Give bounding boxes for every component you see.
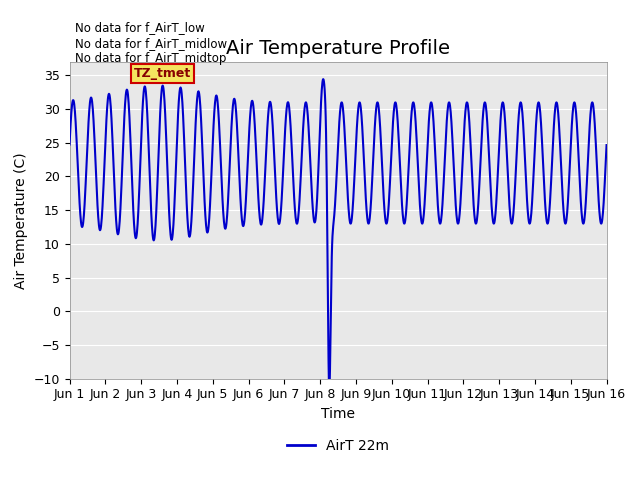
Legend: AirT 22m: AirT 22m (282, 433, 394, 458)
X-axis label: Time: Time (321, 407, 355, 421)
Title: Air Temperature Profile: Air Temperature Profile (226, 38, 450, 58)
Text: No data for f_AirT_midtop: No data for f_AirT_midtop (75, 52, 227, 65)
Text: TZ_tmet: TZ_tmet (134, 67, 191, 80)
Text: No data for f_AirT_midlow: No data for f_AirT_midlow (75, 36, 227, 49)
Y-axis label: Air Temperature (C): Air Temperature (C) (14, 152, 28, 288)
Text: No data for f_AirT_low: No data for f_AirT_low (75, 21, 205, 34)
